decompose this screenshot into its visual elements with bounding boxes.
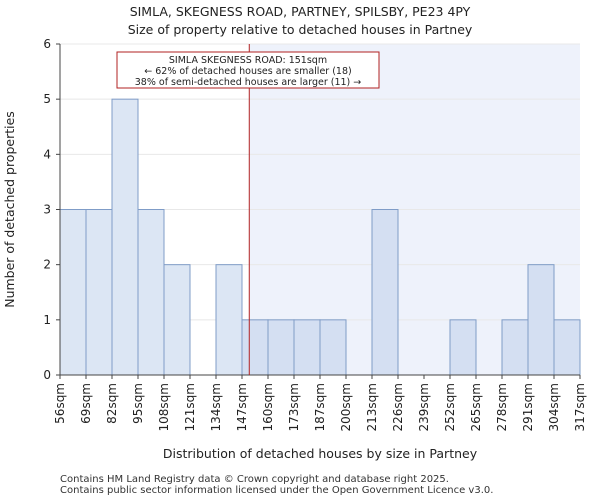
histogram-bar [553, 319, 581, 376]
histogram-bar [137, 209, 165, 376]
histogram-bar [163, 264, 191, 376]
histogram-bar [215, 264, 243, 376]
histogram-bar [501, 319, 529, 376]
histogram-bar [267, 319, 295, 376]
annotation-line-1: SIMLA SKEGNESS ROAD: 151sqm [169, 55, 327, 66]
y-tick-label: 3 [43, 203, 51, 217]
x-tick-label: 265sqm [469, 383, 483, 431]
x-tick-label: 160sqm [261, 383, 275, 431]
histogram-bar [241, 319, 269, 376]
x-tick-label: 82sqm [105, 383, 119, 424]
y-tick-label: 5 [43, 92, 51, 106]
histogram-bar [371, 209, 399, 376]
footer-line-1: Contains HM Land Registry data © Crown c… [60, 474, 449, 485]
annotation-line-3: 38% of semi-detached houses are larger (… [135, 77, 362, 88]
x-tick-label: 173sqm [287, 383, 301, 431]
histogram-bar [59, 209, 87, 376]
x-tick-label: 56sqm [53, 383, 67, 424]
x-tick-label: 187sqm [313, 383, 327, 431]
footer-line-2: Contains public sector information licen… [60, 485, 494, 496]
chart-title: SIMLA, SKEGNESS ROAD, PARTNEY, SPILSBY, … [129, 4, 471, 19]
x-tick-label: 121sqm [183, 383, 197, 431]
y-tick-label: 1 [43, 313, 51, 327]
histogram-bar [85, 209, 113, 376]
y-axis-label: Number of detached properties [2, 111, 17, 308]
x-tick-label: 304sqm [547, 383, 561, 431]
histogram-bar [449, 319, 477, 376]
x-tick-label: 108sqm [157, 383, 171, 431]
x-tick-label: 69sqm [79, 383, 93, 424]
chart-subtitle: Size of property relative to detached ho… [127, 22, 473, 37]
histogram-bar [293, 319, 321, 376]
x-tick-label: 226sqm [391, 383, 405, 431]
x-axis-label: Distribution of detached houses by size … [163, 446, 478, 461]
x-tick-label: 213sqm [365, 383, 379, 431]
x-tick-label: 239sqm [417, 383, 431, 431]
histogram-bar [319, 319, 347, 376]
x-tick-label: 252sqm [443, 383, 457, 431]
x-tick-label: 317sqm [573, 383, 587, 431]
y-tick-label: 2 [43, 258, 51, 272]
y-tick-label: 4 [43, 147, 51, 161]
x-tick-label: 95sqm [131, 383, 145, 424]
x-tick-label: 291sqm [521, 383, 535, 431]
annotation-box [116, 51, 380, 89]
x-tick-label: 147sqm [235, 383, 249, 431]
y-tick-label: 6 [43, 37, 51, 51]
x-tick-label: 278sqm [495, 383, 509, 431]
annotation-line-2: ← 62% of detached houses are smaller (18… [144, 66, 351, 77]
y-tick-label: 0 [43, 368, 51, 382]
histogram-bar [527, 264, 555, 376]
histogram-bar [111, 98, 139, 376]
x-tick-label: 200sqm [339, 383, 353, 431]
x-tick-label: 134sqm [209, 383, 223, 431]
